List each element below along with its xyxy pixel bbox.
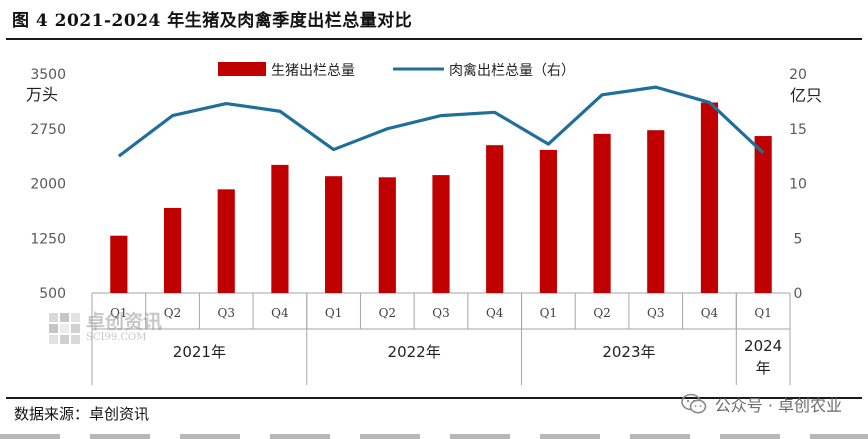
quarter-tick-label: Q3	[647, 306, 664, 320]
title-bar: 图 4 2021-2024 年生猪及肉禽季度出栏总量对比	[0, 0, 868, 40]
bar-pig-output	[325, 176, 343, 293]
bar-pig-output	[163, 207, 182, 293]
legend: 生猪出栏总量 肉禽出栏总量（右）	[218, 62, 575, 79]
legend-label-line: 肉禽出栏总量（右）	[449, 62, 575, 79]
bar-pig-output	[378, 177, 396, 293]
left-axis-tick-label: 1250	[30, 231, 66, 247]
labels-layer: 500 1250 2000 2750 3500 0 5 10 15 20 2021年 2022年 202…	[30, 67, 807, 377]
year-group-label: 年	[756, 359, 771, 377]
sci99-grid-logo-icon	[49, 313, 80, 344]
year-group-label: 2022年	[388, 343, 441, 361]
quarter-tick-label: Q4	[486, 306, 504, 320]
right-axis-tick-label: 10	[789, 177, 807, 193]
legend-swatch-bar	[218, 62, 266, 76]
top-rule	[6, 38, 862, 40]
bottom-decorative-strip	[0, 434, 868, 439]
bar-pig-output	[700, 102, 719, 293]
legend-label-bar: 生猪出栏总量	[271, 63, 355, 79]
left-axis-tick-label: 500	[39, 286, 66, 302]
quarter-tick-label: Q2	[593, 306, 610, 320]
bar-pig-output	[486, 145, 504, 293]
bar-pig-output	[110, 235, 128, 293]
quarter-tick-label: Q3	[217, 306, 234, 320]
left-axis-tick-label: 2750	[30, 122, 66, 138]
right-axis-tick-label: 20	[789, 67, 807, 83]
quarter-tick-label: Q1	[754, 306, 771, 320]
quarter-tick-label: Q1	[325, 306, 342, 320]
quarter-tick-label: Q4	[271, 306, 289, 320]
bar-pig-output	[217, 189, 235, 293]
bar-pig-output	[539, 149, 557, 293]
line-layer	[117, 85, 765, 158]
quarter-tick-label: Q4	[701, 306, 719, 320]
bottom-rule	[6, 397, 862, 399]
wechat-icon	[680, 393, 707, 414]
quarter-tick-label: Q2	[164, 306, 181, 320]
year-group-label: 2024	[744, 337, 782, 355]
bars-layer	[110, 102, 772, 293]
watermark-brand: 卓创资讯	[86, 311, 163, 333]
right-axis-unit: 亿只	[790, 86, 822, 105]
quarter-tick-label: Q2	[379, 306, 396, 320]
wechat-account-tag[interactable]: 公众号 · 卓创农业	[680, 392, 842, 416]
quarter-tick-label: Q3	[432, 306, 449, 320]
right-axis-tick-label: 15	[789, 122, 807, 138]
bar-pig-output	[647, 130, 665, 293]
left-axis-tick-label: 2000	[30, 177, 66, 193]
source-note: 数据来源：卓创资讯	[14, 405, 150, 423]
line-poultry-output	[117, 85, 765, 158]
left-axis-tick-label: 3500	[30, 67, 66, 83]
year-group-label: 2023年	[602, 343, 655, 361]
watermark: 卓创资讯 SCI99.COM	[48, 312, 162, 346]
year-group-label: 2021年	[173, 343, 226, 361]
left-axis-unit: 万头	[26, 85, 58, 104]
quarter-tick-label: Q1	[110, 306, 127, 320]
quarter-tick-label: Q1	[540, 306, 557, 320]
watermark-domain: SCI99.COM	[86, 332, 147, 343]
wechat-account-label: 公众号 · 卓创农业	[714, 396, 842, 415]
figure-title: 图 4 2021-2024 年生猪及肉禽季度出栏总量对比	[12, 11, 413, 31]
bar-pig-output	[432, 175, 450, 293]
chart: 500 1250 2000 2750 3500 0 5 10 15 20 2021年 2022年 202…	[26, 62, 822, 385]
right-axis-tick-label: 5	[794, 231, 803, 247]
bar-pig-output	[754, 136, 772, 293]
bar-pig-output	[593, 133, 611, 293]
right-axis-tick-label: 0	[794, 286, 803, 302]
bar-pig-output	[271, 164, 289, 293]
